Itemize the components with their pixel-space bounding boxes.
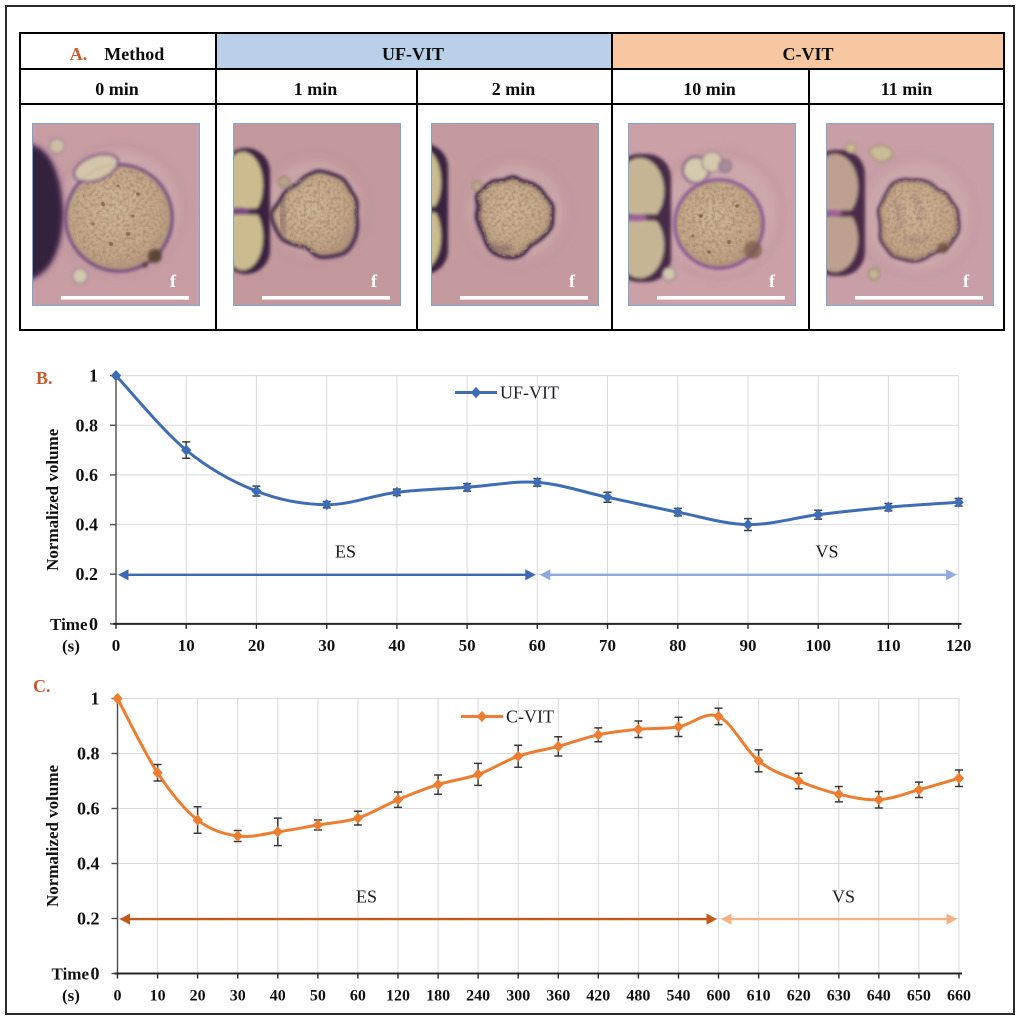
svg-text:Time: Time — [50, 615, 88, 634]
svg-text:40: 40 — [388, 636, 405, 655]
svg-text:1: 1 — [89, 366, 98, 386]
svg-text:640: 640 — [867, 988, 891, 1005]
svg-text:ES: ES — [356, 887, 377, 907]
svg-text:30: 30 — [230, 988, 246, 1005]
svg-text:0: 0 — [89, 614, 98, 634]
svg-text:0: 0 — [114, 988, 122, 1005]
svg-text:(s): (s) — [62, 986, 80, 1005]
svg-text:0.8: 0.8 — [77, 744, 100, 764]
svg-text:620: 620 — [787, 988, 811, 1005]
svg-text:60: 60 — [529, 636, 546, 655]
svg-text:f: f — [769, 271, 776, 291]
svg-text:360: 360 — [546, 988, 570, 1005]
svg-text:Normalized volume: Normalized volume — [43, 428, 62, 571]
svg-text:ES: ES — [335, 542, 356, 562]
svg-text:0.6: 0.6 — [77, 799, 100, 819]
svg-text:420: 420 — [586, 988, 610, 1005]
svg-text:480: 480 — [626, 988, 650, 1005]
svg-text:UF-VIT: UF-VIT — [500, 383, 559, 403]
svg-text:0.4: 0.4 — [76, 515, 99, 535]
svg-text:110: 110 — [876, 636, 901, 655]
svg-text:(s): (s) — [62, 636, 80, 655]
svg-text:90: 90 — [740, 636, 757, 655]
svg-text:0.6: 0.6 — [76, 465, 99, 485]
svg-text:60: 60 — [350, 988, 366, 1005]
svg-text:50: 50 — [310, 988, 326, 1005]
svg-text:0.4: 0.4 — [77, 854, 100, 874]
svg-text:50: 50 — [459, 636, 476, 655]
svg-text:80: 80 — [669, 636, 686, 655]
svg-text:20: 20 — [248, 636, 265, 655]
svg-text:C.: C. — [33, 676, 51, 696]
svg-text:f: f — [170, 271, 177, 291]
svg-text:650: 650 — [907, 988, 931, 1005]
svg-text:VS: VS — [815, 542, 838, 562]
svg-text:10: 10 — [150, 988, 166, 1005]
svg-text:120: 120 — [386, 988, 410, 1005]
svg-text:10: 10 — [178, 636, 195, 655]
svg-text:0.2: 0.2 — [76, 564, 99, 584]
svg-text:630: 630 — [827, 988, 851, 1005]
svg-text:240: 240 — [466, 988, 490, 1005]
svg-text:20: 20 — [190, 988, 206, 1005]
svg-text:B.: B. — [36, 368, 53, 388]
svg-text:0.8: 0.8 — [76, 415, 99, 435]
svg-text:Normalized volume: Normalized volume — [43, 764, 62, 907]
svg-text:300: 300 — [506, 988, 530, 1005]
svg-text:0: 0 — [91, 964, 100, 984]
svg-text:30: 30 — [318, 636, 335, 655]
svg-text:180: 180 — [426, 988, 450, 1005]
svg-text:610: 610 — [747, 988, 771, 1005]
svg-text:600: 600 — [707, 988, 731, 1005]
svg-text:f: f — [371, 271, 378, 291]
svg-text:0: 0 — [112, 636, 121, 655]
svg-text:40: 40 — [270, 988, 286, 1005]
svg-text:540: 540 — [667, 988, 691, 1005]
svg-text:VS: VS — [832, 887, 855, 907]
svg-text:0.2: 0.2 — [77, 909, 100, 929]
svg-text:f: f — [963, 271, 970, 291]
svg-text:Time: Time — [52, 965, 90, 984]
svg-text:100: 100 — [805, 636, 831, 655]
svg-text:660: 660 — [947, 988, 971, 1005]
svg-text:120: 120 — [946, 636, 972, 655]
svg-text:1: 1 — [91, 689, 100, 709]
svg-text:f: f — [569, 271, 576, 291]
svg-text:70: 70 — [599, 636, 616, 655]
svg-text:C-VIT: C-VIT — [506, 707, 554, 727]
